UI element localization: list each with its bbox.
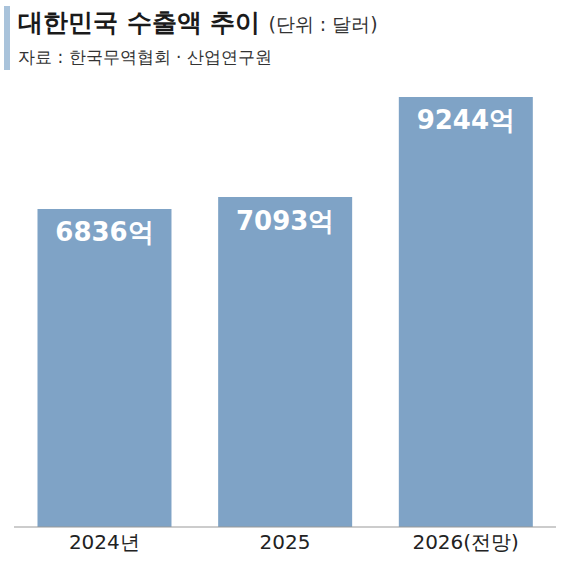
svg-text:2026(전망): 2026(전망): [412, 530, 519, 554]
svg-text:9244억: 9244억: [417, 105, 515, 135]
html-text:자료 : 한국무역협회 · 산업연구원: 자료 : 한국무역협회 · 산업연구원: [18, 47, 272, 67]
svg-text:7093억: 7093억: [236, 206, 334, 236]
html-text:대한민국 수출액 추이 (단위 : 달러): 대한민국 수출액 추이 (단위 : 달러): [18, 8, 378, 37]
svg-text:6836억: 6836억: [55, 217, 153, 247]
svg-text:2024년: 2024년: [69, 530, 140, 554]
svg-text:2025: 2025: [260, 530, 311, 554]
